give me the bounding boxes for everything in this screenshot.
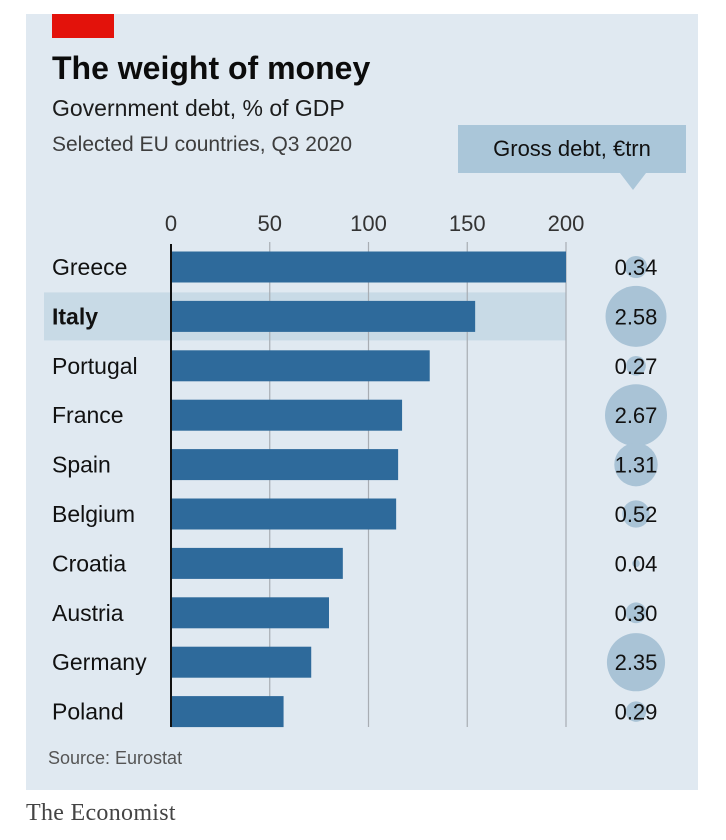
category-label: Croatia	[52, 550, 126, 576]
debt-bubble	[606, 633, 666, 692]
gross-debt-value: 0.29	[615, 700, 658, 725]
gross-debt-value: 0.52	[615, 502, 658, 527]
chart-title: The weight of money	[52, 50, 371, 86]
category-label: Greece	[52, 254, 127, 280]
gross-debt-value: 0.27	[615, 354, 658, 379]
x-tick-label: 50	[258, 211, 282, 236]
category-label: Spain	[52, 452, 111, 478]
bar	[171, 251, 566, 283]
debt-bubble	[624, 255, 648, 279]
bar	[171, 350, 430, 382]
brand-red-tag	[52, 14, 114, 38]
x-tick-label: 100	[350, 211, 387, 236]
gross-debt-value: 2.58	[615, 304, 658, 329]
category-label: Portugal	[52, 353, 138, 379]
debt-bubble	[626, 355, 646, 376]
chart-subtitle-2: Selected EU countries, Q3 2020	[52, 133, 353, 156]
category-label: Poland	[52, 699, 124, 725]
bar	[171, 449, 399, 481]
bar	[171, 646, 312, 678]
category-label: Germany	[52, 649, 147, 675]
bar	[171, 547, 343, 579]
debt-bubble	[625, 701, 647, 722]
debt-bubble	[625, 602, 647, 624]
gross-debt-value: 1.31	[615, 453, 658, 478]
bar	[171, 399, 403, 431]
bar	[171, 597, 329, 629]
source-note: Source: Eurostat	[48, 748, 183, 768]
x-tick-label: 200	[548, 211, 585, 236]
debt-bubble	[605, 285, 667, 347]
gross-debt-label: Gross debt, €trn	[493, 136, 651, 161]
gross-debt-value: 0.30	[615, 601, 658, 626]
bar	[171, 696, 284, 728]
bar	[171, 498, 397, 530]
debt-bubble	[632, 559, 640, 568]
category-label: Belgium	[52, 501, 135, 527]
category-label: France	[52, 402, 124, 428]
x-tick-label: 0	[165, 211, 177, 236]
category-label: Austria	[52, 600, 124, 626]
x-tick-label: 150	[449, 211, 486, 236]
gross-debt-value: 0.34	[615, 255, 658, 280]
gross-debt-header: Gross debt, €trn	[458, 125, 686, 173]
bar	[171, 300, 476, 332]
gross-debt-value: 0.04	[615, 551, 658, 576]
gross-debt-pointer	[620, 173, 646, 190]
gross-debt-value: 2.67	[615, 403, 658, 428]
chart-subtitle: Government debt, % of GDP	[52, 95, 345, 121]
debt-bubble	[622, 500, 650, 528]
gross-debt-value: 2.35	[615, 650, 658, 675]
category-label: Italy	[52, 303, 98, 329]
debt-bubble	[614, 442, 658, 487]
publisher-brand: The Economist	[26, 800, 176, 826]
debt-bubble	[605, 384, 667, 447]
